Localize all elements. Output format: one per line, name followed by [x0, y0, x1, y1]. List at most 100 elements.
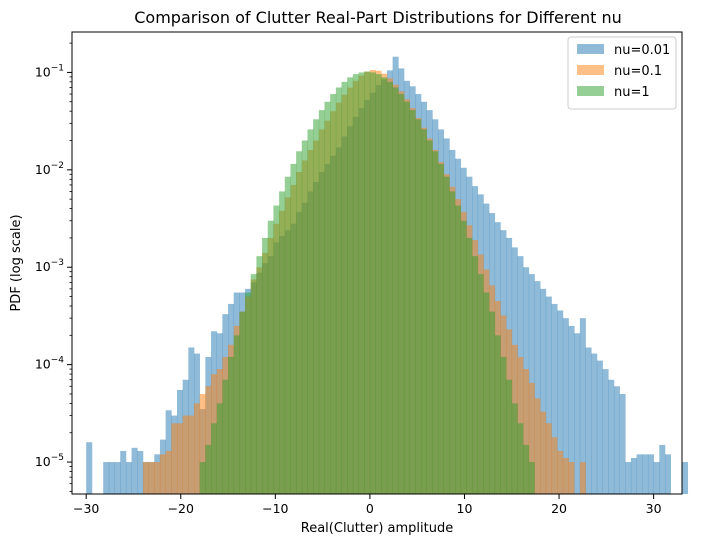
histogram-bar: [313, 119, 320, 494]
histogram-bar: [517, 423, 524, 494]
histogram-bar: [653, 462, 660, 494]
histogram-bar: [330, 94, 337, 494]
histogram-bar: [534, 281, 541, 494]
histogram-bar: [296, 151, 303, 495]
x-tick-label: −30: [73, 501, 99, 516]
histogram-bar: [199, 462, 206, 494]
histogram-bar: [682, 462, 689, 494]
histogram-bar: [176, 423, 183, 494]
histogram-bar: [245, 292, 252, 494]
histogram-bar: [403, 101, 410, 494]
histogram-bar: [466, 237, 473, 495]
histogram-bar: [352, 74, 359, 495]
histogram-bar: [211, 423, 218, 494]
histogram-bar: [557, 450, 564, 494]
y-tick-label: 10−1: [35, 63, 64, 79]
histogram-bar: [120, 450, 127, 494]
histogram-bar: [165, 450, 172, 494]
histogram-bar: [608, 379, 615, 494]
legend-swatch: [577, 44, 604, 54]
histogram-bar: [154, 462, 161, 494]
histogram-bar: [194, 403, 201, 494]
legend-swatch: [577, 86, 604, 96]
histogram-bar: [528, 382, 535, 494]
histogram-bar: [262, 237, 269, 495]
histogram-bar: [438, 163, 445, 495]
histogram-bar: [579, 462, 586, 494]
histogram-bar: [585, 347, 592, 494]
histogram-bar: [562, 318, 569, 494]
x-tick-label: 0: [366, 501, 374, 516]
histogram-bar: [642, 454, 649, 494]
histogram-bar: [568, 325, 575, 494]
histogram-bar: [420, 129, 427, 494]
y-axis-label: PDF (log scale): [9, 214, 24, 311]
histogram-bar: [511, 403, 518, 494]
histogram-bar: [358, 72, 365, 495]
histogram-bar: [568, 462, 575, 494]
histogram-bar: [369, 72, 376, 495]
histogram-bar: [148, 462, 155, 494]
plot-frame: [71, 31, 683, 495]
histogram-bar: [392, 87, 399, 494]
x-tick-label: −20: [168, 501, 194, 516]
histogram-bar: [131, 447, 138, 494]
histogram-bar: [386, 81, 393, 495]
x-tick-label: 20: [551, 501, 567, 516]
histogram-bar: [159, 454, 166, 494]
histogram-bar: [103, 462, 110, 494]
histogram-bar: [341, 81, 348, 495]
histogram-bar: [551, 437, 558, 494]
histogram-bar: [86, 442, 93, 494]
y-tick-label: 10−5: [35, 453, 64, 469]
histogram-bar: [602, 369, 609, 494]
histogram-bar: [267, 220, 274, 494]
y-axis: 10−5 10−4 10−3 10−2 10−1: [35, 42, 72, 492]
histogram-bar: [659, 444, 666, 494]
x-tick-label: 30: [646, 501, 662, 516]
histogram-bar: [483, 292, 490, 494]
histogram-bar: [318, 110, 325, 494]
histogram-bar: [222, 379, 229, 494]
histogram-bar: [347, 77, 354, 494]
histogram-bar: [375, 74, 382, 495]
histogram-bar: [279, 191, 286, 494]
histogram-bar: [455, 205, 462, 495]
histogram-bar: [613, 386, 620, 494]
histogram-bar: [574, 333, 581, 494]
histogram-bar: [664, 454, 671, 494]
histogram-bar: [398, 94, 405, 494]
histogram-bar: [443, 176, 450, 494]
histogram-bar: [364, 71, 371, 494]
histogram-bar: [591, 353, 598, 494]
histogram-bar: [205, 444, 212, 494]
histogram-bar: [205, 386, 212, 494]
histogram-bar: [625, 462, 632, 494]
histogram-bar: [125, 462, 132, 494]
histogram-bar: [381, 77, 388, 494]
histogram-bar: [494, 335, 501, 494]
histogram-bar: [307, 129, 314, 494]
histogram-bar: [540, 288, 547, 494]
histogram-bar: [477, 274, 484, 494]
chart-title: Comparison of Clutter Real-Part Distribu…: [134, 8, 621, 27]
legend-label: nu=0.01: [614, 43, 670, 58]
histogram-bar: [188, 415, 195, 494]
histogram-bar: [228, 356, 235, 494]
legend: nu=0.01 nu=0.1 nu=1: [567, 36, 677, 110]
histogram-bar: [233, 335, 240, 494]
histogram-bar: [284, 176, 291, 494]
histogram-bar: [426, 140, 433, 494]
y-tick-label: 10−4: [35, 356, 64, 372]
histogram-bar: [472, 256, 479, 494]
histogram-bar: [256, 256, 263, 494]
histogram-bar: [460, 220, 467, 494]
legend-swatch: [577, 65, 604, 75]
histogram-bar: [636, 454, 643, 494]
histogram-bar: [506, 379, 513, 494]
histogram-bar: [523, 444, 530, 494]
histogram-bar: [449, 191, 456, 494]
histogram-bar: [142, 462, 149, 494]
histogram-bar: [528, 462, 535, 494]
histogram-bar: [523, 369, 530, 494]
